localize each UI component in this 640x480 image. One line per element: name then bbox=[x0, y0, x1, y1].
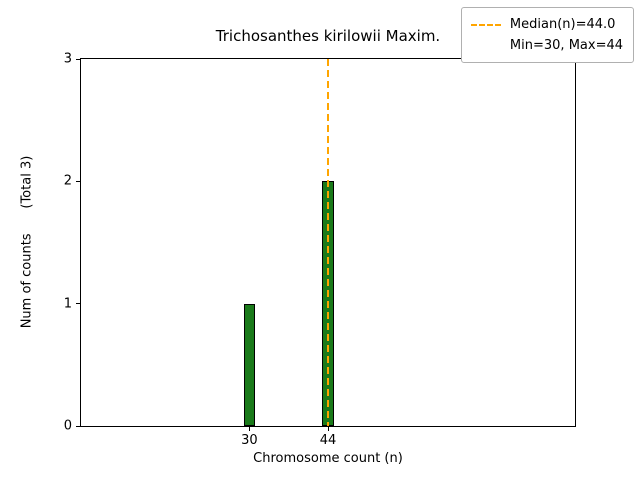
legend-label-minmax: Min=30, Max=44 bbox=[509, 38, 623, 53]
median-line-sample-icon bbox=[470, 23, 501, 26]
y-tick-label: 3 bbox=[63, 51, 72, 67]
x-tick-mark bbox=[248, 427, 250, 431]
y-tick-label: 0 bbox=[63, 418, 72, 434]
x-tick-label: 44 bbox=[319, 433, 337, 448]
y-tick-mark bbox=[76, 58, 80, 60]
y-tick-mark bbox=[76, 303, 80, 305]
y-tick-mark bbox=[76, 180, 80, 182]
x-axis-label: Chromosome count (n) bbox=[253, 451, 403, 466]
legend: Median(n)=44.0 Min=30, Max=44 bbox=[460, 7, 634, 63]
legend-label-median: Median(n)=44.0 bbox=[509, 17, 616, 32]
y-tick-mark bbox=[76, 425, 80, 427]
bar-30 bbox=[243, 303, 255, 426]
plot-area bbox=[80, 58, 576, 427]
legend-row-median: Median(n)=44.0 bbox=[470, 14, 623, 35]
median-line bbox=[327, 59, 329, 426]
legend-row-minmax: Min=30, Max=44 bbox=[471, 35, 623, 56]
y-tick-label: 2 bbox=[63, 173, 72, 189]
y-axis-label: Num of counts (Total 3) bbox=[19, 155, 35, 329]
x-tick-label: 30 bbox=[241, 433, 258, 448]
y-tick-label: 1 bbox=[63, 296, 72, 312]
chart-title: Trichosanthes kirilowii Maxim. bbox=[215, 27, 441, 45]
x-tick-mark bbox=[327, 427, 329, 431]
